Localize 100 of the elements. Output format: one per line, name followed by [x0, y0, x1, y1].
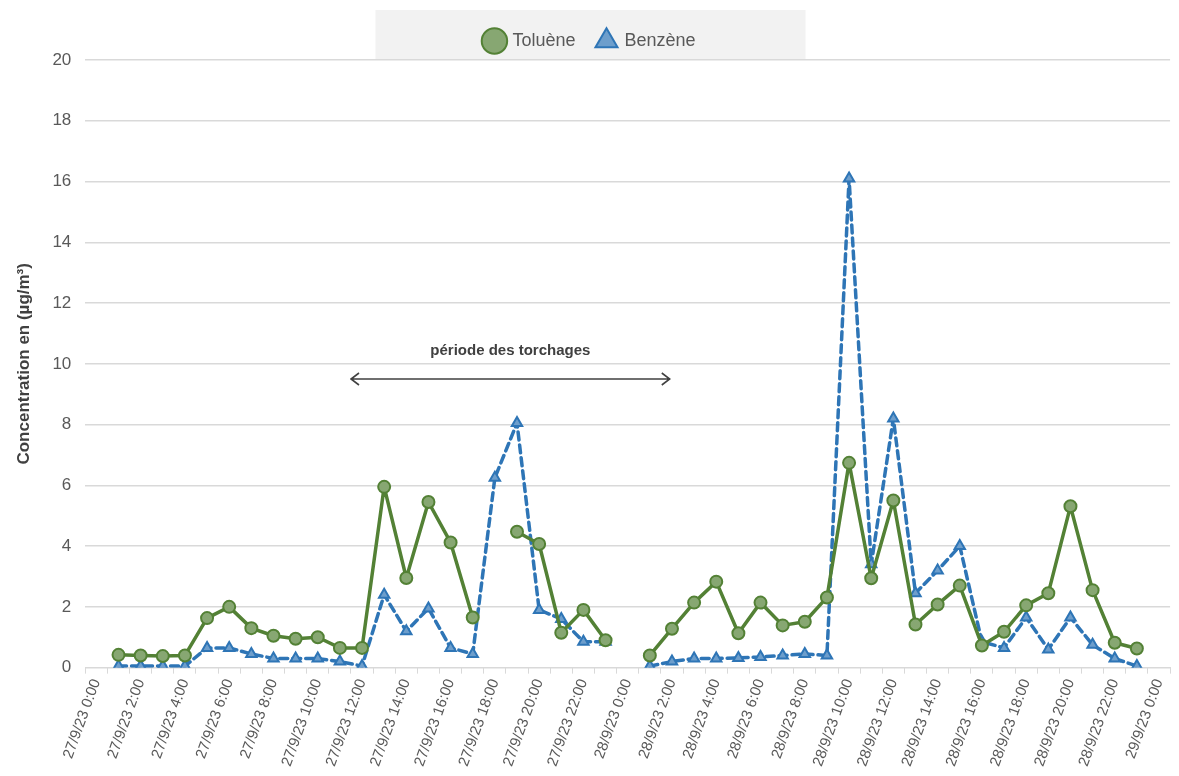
point [200, 611, 215, 626]
point [200, 640, 214, 652]
point [400, 624, 413, 636]
point [333, 654, 347, 666]
y-tick-label: 20 [52, 49, 72, 69]
point [377, 479, 392, 494]
point [444, 640, 457, 652]
point [355, 640, 370, 655]
y-tick-label: 18 [52, 110, 72, 130]
x-tick-label: 28/9/23 4:00 [678, 676, 723, 761]
point [1107, 635, 1122, 650]
point [1108, 651, 1121, 663]
point [642, 648, 657, 663]
point [288, 631, 303, 646]
point [997, 624, 1012, 639]
y-tick-label: 12 [52, 292, 72, 312]
point [465, 610, 480, 625]
point [399, 571, 414, 585]
point [443, 535, 458, 550]
point [466, 646, 479, 658]
point [931, 563, 944, 575]
point [997, 640, 1011, 652]
point [266, 628, 281, 643]
point [887, 411, 900, 423]
point [687, 595, 702, 610]
point [1086, 637, 1099, 649]
y-axis-title: Concentration en (µg/m³) [13, 263, 33, 465]
point [311, 651, 324, 663]
point [289, 651, 302, 663]
point [510, 416, 524, 428]
y-tick-label: 0 [61, 657, 72, 677]
legend-label: Toluène [512, 29, 576, 50]
point [1063, 499, 1078, 514]
point [820, 648, 834, 660]
point [422, 601, 435, 613]
point [731, 626, 746, 641]
point [554, 625, 569, 640]
y-tick-label: 10 [52, 353, 72, 373]
point [1042, 642, 1055, 654]
point [244, 621, 259, 636]
point [577, 634, 590, 646]
point [974, 638, 989, 653]
x-tick-label: 28/9/23 6:00 [722, 676, 768, 761]
point [532, 536, 547, 551]
point [775, 618, 790, 633]
point [798, 646, 811, 658]
x-tick-label: 27/9/23 0:00 [58, 676, 104, 761]
x-tick-label: 27/9/23 2:00 [102, 676, 148, 761]
point [222, 599, 237, 614]
point [930, 597, 945, 612]
point [377, 587, 391, 599]
y-tick-label: 2 [61, 596, 72, 616]
point [953, 539, 966, 551]
point [1064, 610, 1077, 622]
point [709, 574, 724, 589]
point [797, 614, 812, 629]
point [842, 455, 857, 470]
point [111, 647, 126, 662]
point [488, 470, 502, 482]
point [710, 651, 723, 663]
y-tick-label: 16 [52, 171, 72, 191]
point [908, 617, 923, 632]
point [133, 648, 148, 663]
point [1085, 583, 1100, 598]
point [665, 654, 679, 666]
legend-label: Benzène [624, 29, 696, 50]
point [267, 651, 280, 663]
point [532, 602, 546, 614]
point [223, 640, 236, 652]
point [819, 590, 834, 605]
point [732, 650, 745, 662]
point [155, 649, 170, 664]
point [421, 495, 436, 510]
point [245, 646, 258, 658]
point [576, 602, 591, 617]
point [332, 640, 347, 655]
point [687, 651, 701, 663]
point [864, 571, 879, 586]
point [754, 649, 767, 661]
y-tick-label: 8 [61, 414, 72, 434]
x-tick-label: 27/9/23 6:00 [191, 676, 236, 761]
point [1129, 641, 1144, 656]
point [909, 586, 922, 598]
point [310, 630, 325, 645]
point [177, 648, 192, 663]
point [753, 595, 768, 610]
point [1041, 586, 1056, 601]
annotation: période des torchages [430, 341, 591, 358]
point [776, 648, 789, 660]
point [952, 578, 967, 593]
x-tick-label: 27/9/23 8:00 [235, 676, 281, 761]
point [664, 621, 679, 636]
y-tick-label: 4 [61, 535, 72, 555]
x-tick-label: 28/9/23 0:00 [589, 676, 635, 761]
point [886, 493, 901, 508]
y-tick-label: 6 [61, 475, 72, 495]
point [1019, 598, 1034, 613]
y-tick-label: 14 [52, 231, 72, 251]
point [510, 524, 524, 539]
point [1019, 610, 1033, 622]
